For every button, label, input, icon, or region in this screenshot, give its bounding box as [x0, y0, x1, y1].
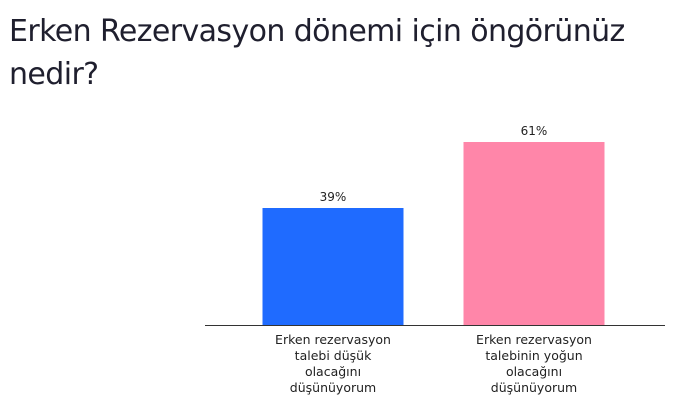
- value-label-1: 39%: [320, 190, 347, 204]
- category-label-line: düşünüyorum: [290, 380, 376, 395]
- category-label-line: düşünüyorum: [491, 380, 577, 395]
- category-label-1: Erken rezervasyon talebi düşük olacağını dü…: [275, 332, 391, 395]
- category-label-line: Erken rezervasyon: [476, 332, 592, 347]
- category-label-line: olacağını: [506, 364, 562, 379]
- category-label-line: Erken rezervasyon: [275, 332, 391, 347]
- category-labels-group: Erken rezervasyon talebi düşük olacağını dü…: [275, 332, 592, 395]
- chart-title: Erken Rezervasyon dönemi için öngörünüz …: [9, 14, 625, 92]
- bar-2: [463, 142, 605, 325]
- value-labels-group: 39% 61%: [320, 124, 548, 204]
- bar-1: [262, 208, 404, 325]
- value-label-2: 61%: [521, 124, 548, 138]
- category-label-2: Erken rezervasyon talebinin yoğun olacağın…: [476, 332, 592, 395]
- category-label-line: olacağını: [305, 364, 361, 379]
- category-label-line: talebinin yoğun: [485, 348, 582, 363]
- bars-group: [262, 142, 605, 325]
- category-label-line: talebi düşük: [295, 348, 372, 363]
